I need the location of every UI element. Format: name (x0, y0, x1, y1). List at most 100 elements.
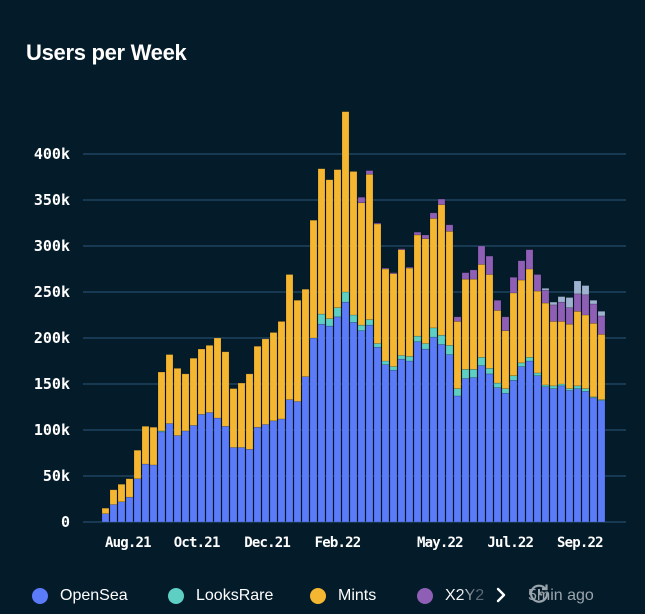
bar-segment-mints (445, 230, 454, 346)
bar-segment-opensea (373, 346, 382, 523)
bar-segment-opensea (445, 354, 454, 523)
bar-segment-mints (413, 234, 422, 337)
bar-segment-looksrare (413, 335, 422, 342)
legend-item-mints[interactable]: Mints (310, 582, 376, 610)
bar-segment-mints (341, 111, 350, 293)
bar-segment-looksrare (493, 382, 502, 388)
bar-segment-mints (157, 371, 166, 432)
bar-segment-x2y2 (541, 289, 550, 304)
bar-segment-mints (597, 334, 606, 400)
bar-segment-opensea (517, 366, 526, 523)
bar-segment-x2y2 (557, 301, 566, 322)
bar-segment-mints (333, 169, 342, 308)
bar-segment-looksrare (389, 366, 398, 371)
bar-segment-opensea (437, 344, 446, 523)
x-tick-label: Feb.22 (315, 535, 361, 551)
legend-label: OpenSea (60, 587, 128, 604)
bar-segment-other (565, 297, 574, 308)
bar-segment-looksrare (581, 388, 590, 392)
bar-segment-mints (213, 337, 222, 419)
bar-segment-x2y2 (589, 303, 598, 324)
refresh-clock-icon (529, 584, 549, 603)
bar-segment-opensea (357, 330, 366, 523)
legend-item-x2y2[interactable]: X2Y2 (417, 582, 484, 610)
x-tick-label: May.22 (417, 535, 463, 551)
bar-segment-opensea (469, 377, 478, 523)
bar-segment-opensea (557, 385, 566, 523)
bar-segment-opensea (181, 430, 190, 523)
bar-segment-opensea (301, 376, 310, 523)
bar-segment-x2y2 (397, 248, 406, 250)
mints-swatch-icon (310, 588, 326, 604)
bar-segment-x2y2 (453, 316, 462, 322)
bar-segment-opensea (141, 463, 150, 523)
bar-segment-opensea (269, 420, 278, 523)
legend-next-chevron-icon[interactable] (494, 583, 508, 607)
bar-segment-mints (221, 351, 230, 427)
bar-segment-x2y2 (373, 222, 382, 225)
bar-segment-mints (469, 278, 478, 370)
bar-segment-mints (557, 321, 566, 385)
bar-segment-x2y2 (389, 272, 398, 274)
bar-segment-opensea (261, 424, 270, 523)
bar-segment-x2y2 (469, 269, 478, 280)
bar-segment-opensea (501, 392, 510, 523)
bar-segment-opensea (245, 449, 254, 523)
bar-segment-looksrare (349, 314, 358, 323)
bar-segment-opensea (461, 378, 470, 523)
bar-segment-looksrare (341, 291, 350, 303)
bar-segment-opensea (197, 414, 206, 523)
bar-segment-mints (269, 332, 278, 422)
y-tick-label: 200k (34, 329, 70, 347)
bar-segment-mints (461, 278, 470, 370)
legend-item-looksrare[interactable]: LooksRare (168, 582, 273, 610)
bar-segment-looksrare (357, 324, 366, 331)
bar-segment-opensea (213, 417, 222, 523)
bar-segment-mints (101, 507, 110, 515)
bar-segment-opensea (173, 435, 182, 523)
bar-segment-mints (565, 323, 574, 389)
bar-segment-opensea (413, 341, 422, 523)
bar-segment-other (589, 299, 598, 305)
bar-segment-looksrare (397, 355, 406, 360)
bar-segment-mints (277, 321, 286, 420)
bar-segment-mints (125, 478, 134, 498)
bar-segment-x2y2 (461, 272, 470, 280)
bar-segment-x2y2 (477, 245, 486, 265)
bar-segment-opensea (277, 418, 286, 523)
bar-segment-x2y2 (485, 255, 494, 275)
bar-segment-mints (253, 345, 262, 428)
bar-segment-opensea (109, 504, 118, 523)
bar-segment-mints (493, 310, 502, 384)
opensea-swatch-icon (32, 588, 48, 604)
bar-segment-looksrare (517, 362, 526, 367)
bar-segment-mints (453, 321, 462, 389)
bar-segment-opensea (285, 399, 294, 523)
bar-segment-x2y2 (517, 260, 526, 281)
bar-segment-x2y2 (413, 231, 422, 236)
bar-segment-opensea (125, 496, 134, 523)
bar-segment-mints (133, 449, 142, 480)
bar-segment-x2y2 (493, 299, 502, 311)
y-tick-label: 50k (43, 467, 70, 485)
bar-segment-mints (237, 382, 246, 448)
bar-segment-opensea (581, 391, 590, 523)
bar-segment-opensea (389, 369, 398, 523)
bar-segment-looksrare (509, 375, 518, 381)
chart-title: Users per Week (26, 40, 187, 65)
bar-segment-opensea (533, 375, 542, 523)
bar-segment-x2y2 (357, 196, 366, 204)
bar-segment-mints (229, 388, 238, 448)
bar-segment-x2y2 (573, 293, 582, 312)
bar-segment-x2y2 (445, 224, 454, 232)
bar-segment-looksrare (421, 343, 430, 350)
legend-item-opensea[interactable]: OpenSea (32, 582, 128, 610)
bar-segment-other (573, 280, 582, 295)
bar-segment-mints (381, 268, 390, 362)
bar-segment-opensea (133, 478, 142, 523)
bar-segment-mints (405, 267, 414, 357)
bar-segment-mints (325, 179, 334, 319)
y-tick-label: 100k (34, 421, 70, 439)
bar-segment-opensea (165, 423, 174, 523)
